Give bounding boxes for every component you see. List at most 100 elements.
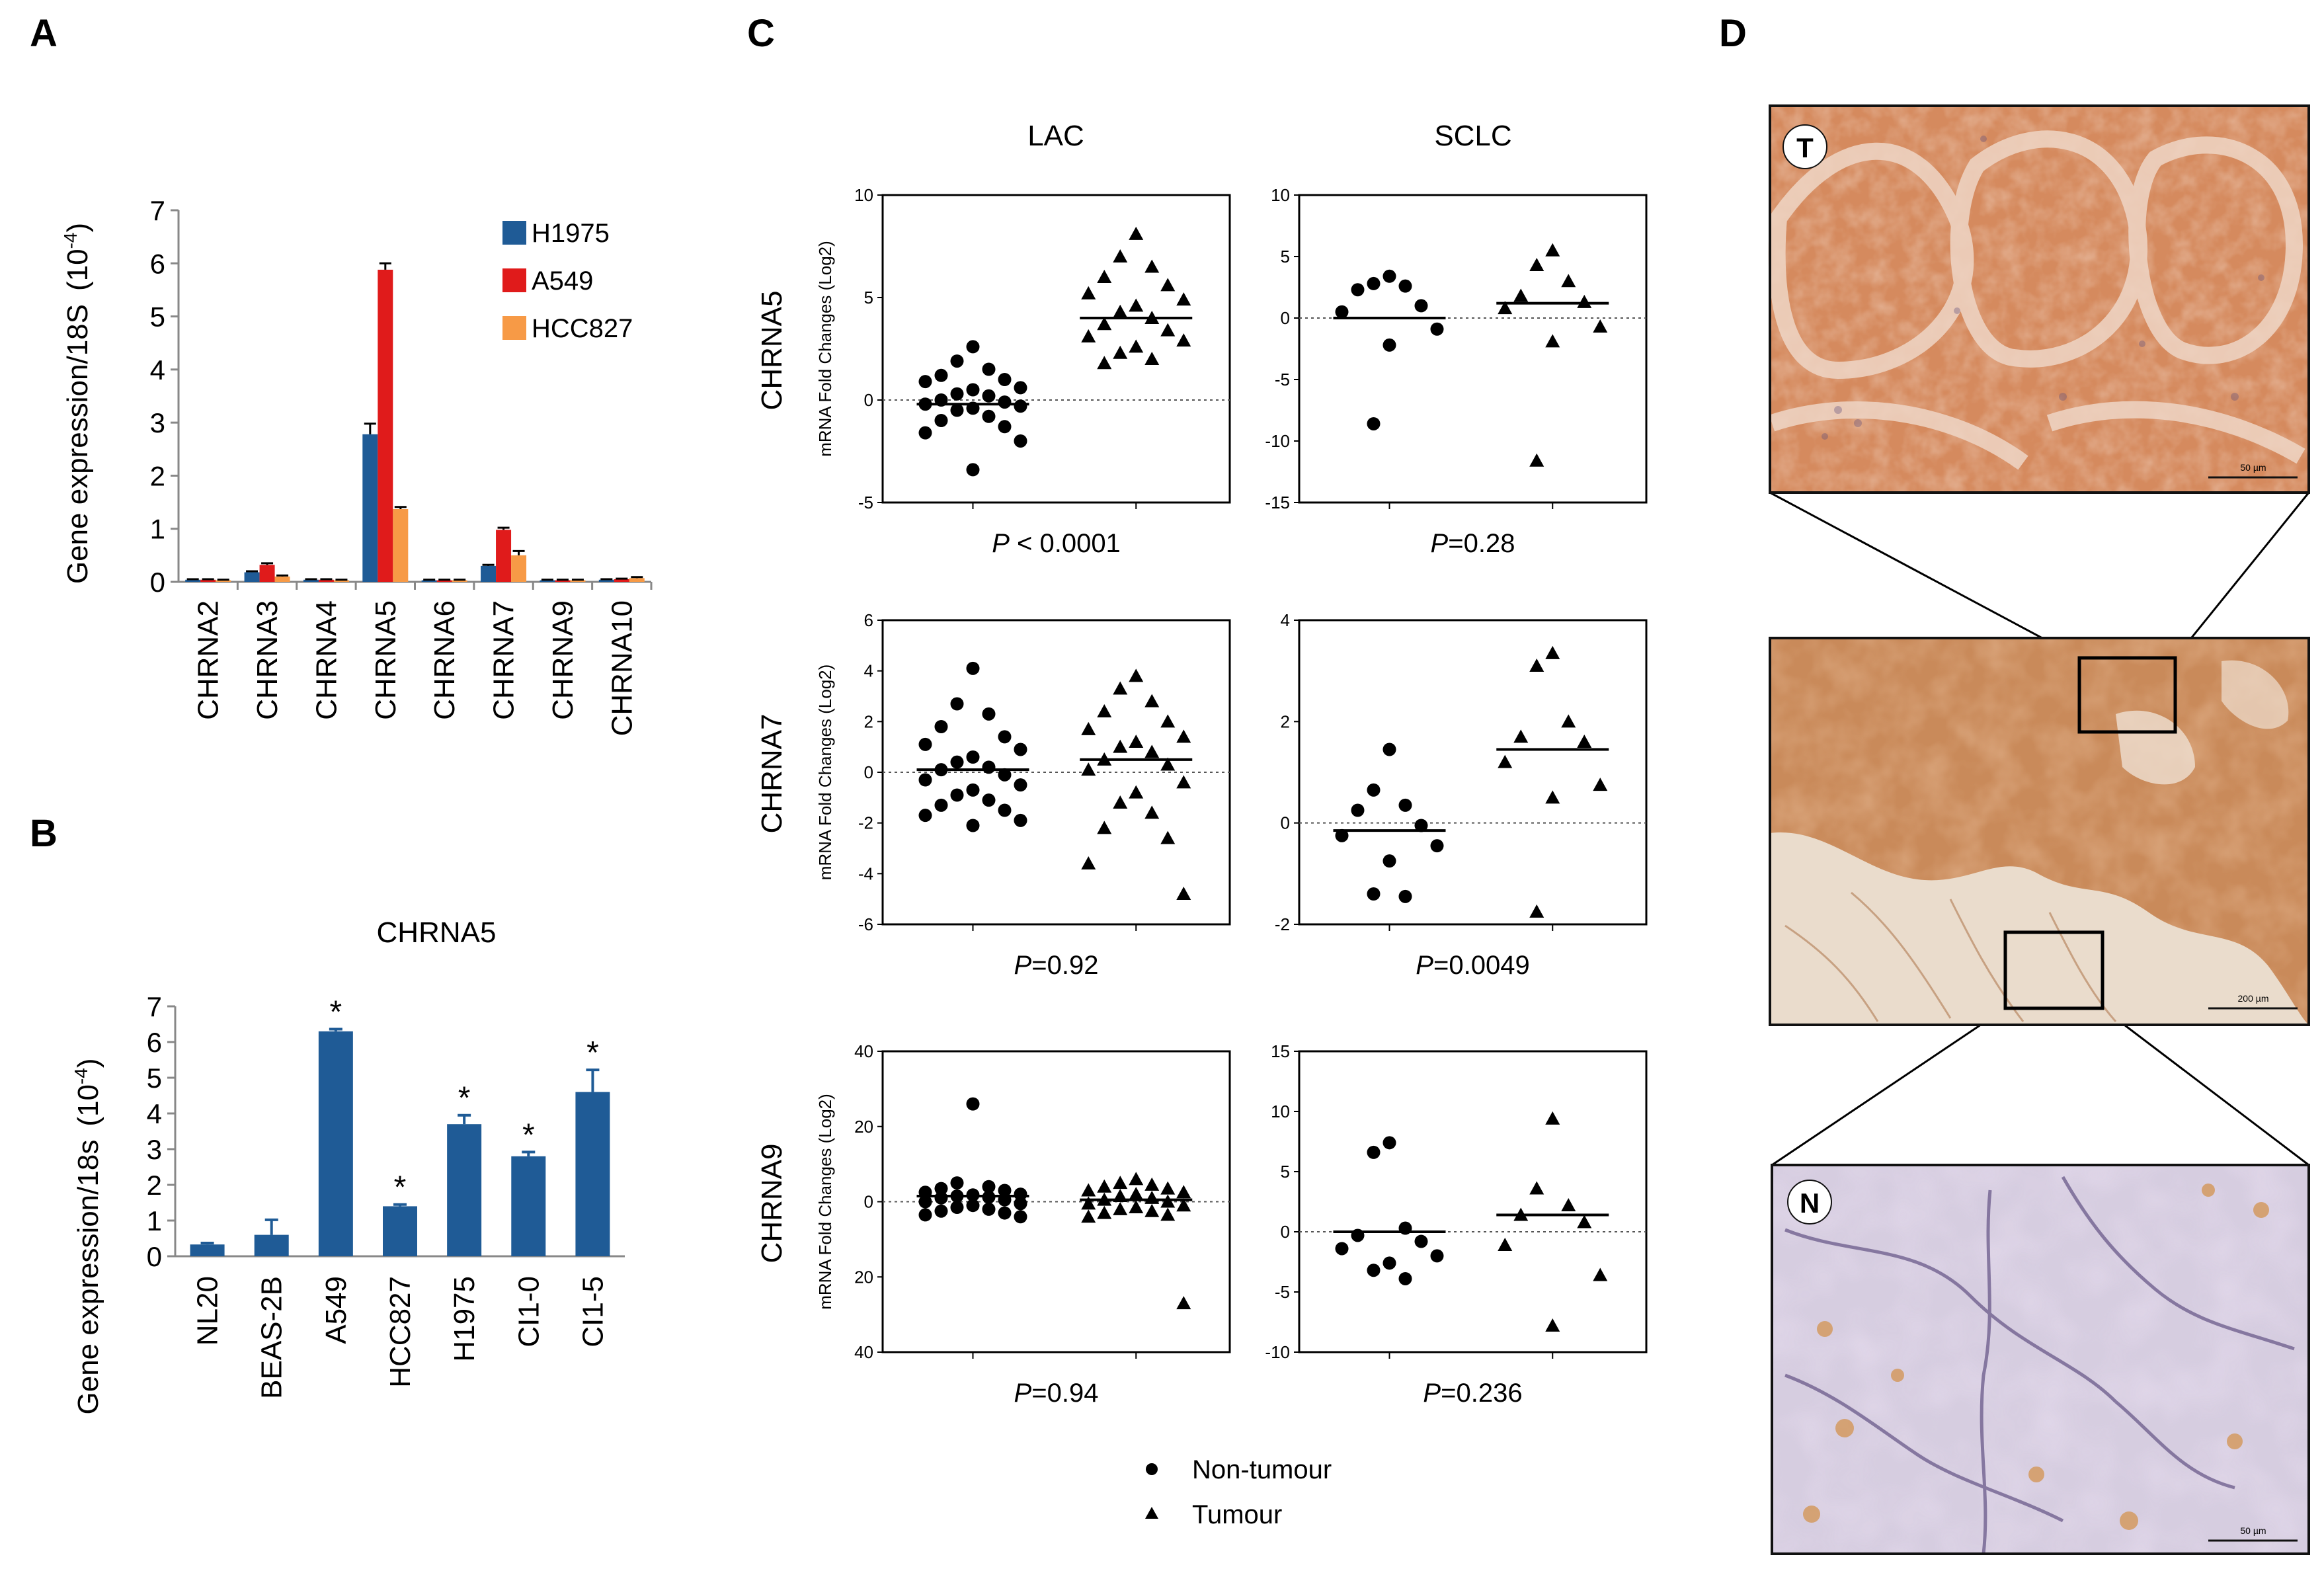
chart-c-point-non-tumour [966, 819, 980, 832]
chart-a-x-tick-label: CHRNA5 [370, 600, 402, 720]
chart-b-bar [254, 1234, 289, 1256]
chart-c-point-tumour [1081, 762, 1096, 776]
chart-c-y-tick-label: 5 [1281, 247, 1290, 266]
scale-bar-bottom-label: 50 µm [2240, 1525, 2266, 1536]
chart-c-point-tumour [1176, 1185, 1191, 1199]
chart-c-point-tumour [1113, 681, 1128, 695]
chart-c-y-tick-label: 0 [864, 762, 873, 782]
chart-c-point-tumour [1081, 1196, 1096, 1210]
chart-c-point-non-tumour [1398, 1221, 1412, 1235]
chart-c-point-non-tumour [982, 1180, 996, 1193]
chart-c-point-non-tumour [950, 788, 964, 802]
chart-a-ylabel: Gene expression/18S(10-4) [60, 223, 94, 584]
scale-bar-top-label: 50 µm [2240, 462, 2266, 473]
chart-c-point-non-tumour [998, 1184, 1012, 1197]
chart-c-point-non-tumour [982, 760, 996, 774]
chart-c-point-tumour [1144, 1177, 1160, 1191]
chart-c-plot-chrna5-sclc: -15 -10 -5 0 5 10 P=0.28 [1265, 185, 1648, 558]
chart-b-bar [383, 1206, 417, 1256]
chart-c-point-non-tumour [998, 1193, 1012, 1207]
chart-a-bar-hcc827 [333, 580, 349, 582]
chart-c-y-tick-label: 10 [1271, 185, 1290, 205]
p-symbol: P [1014, 951, 1032, 980]
scale-bar-mid-label: 200 µm [2238, 993, 2269, 1004]
chart-c-point-non-tumour [998, 420, 1012, 434]
chart-c-y-tick-label: -10 [1265, 1342, 1290, 1362]
chart-c-point-tumour [1561, 1197, 1576, 1211]
chart-c-point-tumour [1097, 752, 1112, 766]
chart-c-point-non-tumour [998, 395, 1012, 409]
chart-c-point-tumour [1144, 352, 1160, 365]
chart-b-x-tick-label: CI1-5 [577, 1276, 609, 1348]
panel-letter-c: C [747, 12, 775, 55]
chart-c-point-non-tumour [1398, 889, 1412, 903]
chart-c-y-tick-label: -5 [1275, 1282, 1290, 1302]
chart-c-point-tumour [1529, 258, 1544, 272]
chart-b-significance-mark: * [394, 1170, 407, 1205]
chart-c-point-tumour [1513, 288, 1529, 302]
chart-a-x-tick-label: CHRNA10 [606, 600, 638, 736]
chart-c-point-tumour [1081, 329, 1096, 342]
micrograph-overview: 200 µm [1769, 637, 2310, 1026]
chart-c-point-non-tumour [934, 798, 948, 812]
chart-c-point-non-tumour [1367, 417, 1381, 430]
chart-c-point-non-tumour [966, 1199, 980, 1213]
chart-a-y-tick-label: 6 [150, 248, 165, 279]
chart-c-point-non-tumour [934, 720, 948, 733]
chart-c-point-non-tumour [966, 783, 980, 797]
chart-c-row-chrna9: CHRNA9 [756, 1144, 788, 1264]
panel-letter-d: D [1719, 12, 1747, 55]
chart-c-point-tumour [1160, 714, 1176, 728]
chart-c-ylabel: mRNA Fold Changes (Log2) [815, 1094, 835, 1310]
chart-c-point-non-tumour [934, 368, 948, 382]
chart-a-bar-a549 [378, 269, 393, 582]
chart-c-y-tick-label: -15 [1265, 493, 1290, 512]
p-value-text: < 0.0001 [1010, 529, 1121, 558]
chart-a-bar-hcc827 [570, 580, 586, 582]
chart-c-point-non-tumour [950, 697, 964, 711]
chart-c-point-tumour [1561, 274, 1576, 288]
chart-c-point-tumour [1129, 1187, 1144, 1201]
chart-c-point-tumour [1129, 226, 1144, 240]
chart-a-x-tick-label: CHRNA3 [251, 600, 284, 720]
chart-a-legend-label: HCC827 [532, 314, 633, 343]
chart-c-plot-frame [1298, 619, 1648, 926]
chart-a-bar-hcc827 [629, 578, 645, 582]
chart-c-point-tumour [1593, 778, 1608, 791]
chart-c-point-non-tumour [966, 661, 980, 675]
chart-c-point-non-tumour [998, 373, 1012, 386]
chart-a-bar-a549 [496, 530, 512, 582]
panel-d-micrographs: T 50 µm 200 µm [1768, 104, 2310, 1555]
chart-c-point-non-tumour [918, 1195, 932, 1209]
panel-letter-b: B [30, 812, 58, 855]
p-symbol: P [1431, 529, 1449, 558]
chart-c-point-non-tumour [1351, 1228, 1365, 1242]
chart-a-bar-hcc827 [511, 555, 527, 582]
chart-c-point-non-tumour [1367, 276, 1381, 290]
chart-c-point-tumour [1513, 729, 1529, 743]
chart-c-point-tumour [1081, 856, 1096, 869]
chart-c-point-non-tumour [950, 1176, 964, 1190]
panel-letter-a: A [30, 12, 58, 55]
chart-c-point-tumour [1113, 304, 1128, 318]
chart-c-point-tumour [1160, 1194, 1176, 1208]
zoom-line-top-right [2174, 492, 2310, 659]
chart-a-legend-swatch [502, 221, 526, 245]
chart-c-point-non-tumour [982, 409, 996, 423]
zoom-box-top [2077, 656, 2177, 734]
chart-c-point-non-tumour [966, 383, 980, 397]
chart-c-point-non-tumour [1335, 305, 1349, 319]
chart-c-point-non-tumour [982, 1190, 996, 1204]
micrograph-tumour: T 50 µm [1768, 104, 2310, 494]
chart-c-point-tumour [1097, 1192, 1112, 1206]
chart-c-point-tumour [1176, 333, 1191, 347]
chart-c-point-tumour [1097, 704, 1112, 717]
chart-c-point-tumour [1097, 270, 1112, 283]
chart-c-point-non-tumour [934, 763, 948, 777]
chart-c-point-tumour [1113, 795, 1128, 809]
chart-c-point-non-tumour [950, 1189, 964, 1203]
chart-c-point-tumour [1160, 1207, 1176, 1221]
chart-a-y-tick-label: 3 [150, 407, 165, 438]
chart-c-point-non-tumour [934, 1191, 948, 1205]
chart-c-point-tumour [1097, 317, 1112, 331]
